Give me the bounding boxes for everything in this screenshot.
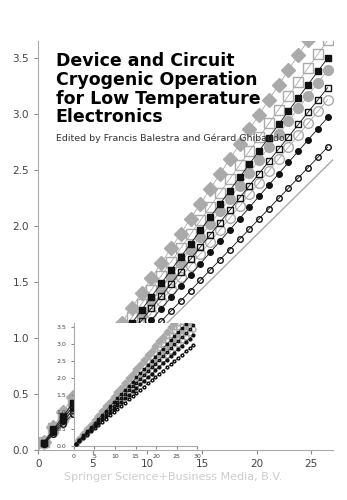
Text: Cryogenic Operation: Cryogenic Operation (56, 71, 257, 89)
Text: Edited by Francis Balestra and Gérard Ghibaudo: Edited by Francis Balestra and Gérard Gh… (56, 134, 284, 143)
Text: Device and Circuit: Device and Circuit (56, 52, 234, 70)
Text: Electronics: Electronics (56, 108, 163, 126)
Text: for Low Temperature: for Low Temperature (56, 90, 260, 108)
Text: Springer Science+Business Media, B.V.: Springer Science+Business Media, B.V. (65, 472, 282, 482)
